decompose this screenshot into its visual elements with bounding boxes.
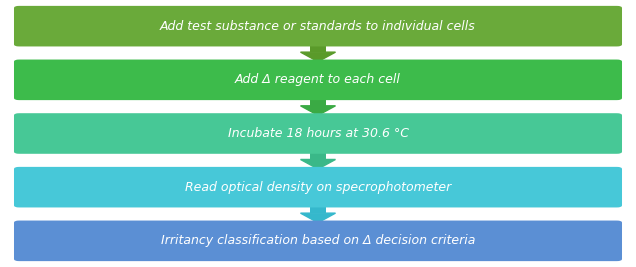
Polygon shape <box>301 106 336 115</box>
Text: Add test substance or standards to individual cells: Add test substance or standards to indiv… <box>160 20 476 33</box>
FancyBboxPatch shape <box>310 205 326 213</box>
Polygon shape <box>301 52 336 62</box>
FancyBboxPatch shape <box>14 113 622 154</box>
Polygon shape <box>301 159 336 169</box>
FancyBboxPatch shape <box>310 98 326 106</box>
Text: Irritancy classification based on Δ decision criteria: Irritancy classification based on Δ deci… <box>161 234 475 247</box>
FancyBboxPatch shape <box>14 221 622 261</box>
FancyBboxPatch shape <box>14 6 622 46</box>
FancyBboxPatch shape <box>14 60 622 100</box>
Text: Add Δ reagent to each cell: Add Δ reagent to each cell <box>235 73 401 86</box>
Polygon shape <box>301 213 336 223</box>
FancyBboxPatch shape <box>310 152 326 159</box>
FancyBboxPatch shape <box>14 167 622 207</box>
FancyBboxPatch shape <box>310 44 326 52</box>
Text: Read optical density on specrophotometer: Read optical density on specrophotometer <box>185 181 451 194</box>
Text: Incubate 18 hours at 30.6 °C: Incubate 18 hours at 30.6 °C <box>228 127 408 140</box>
